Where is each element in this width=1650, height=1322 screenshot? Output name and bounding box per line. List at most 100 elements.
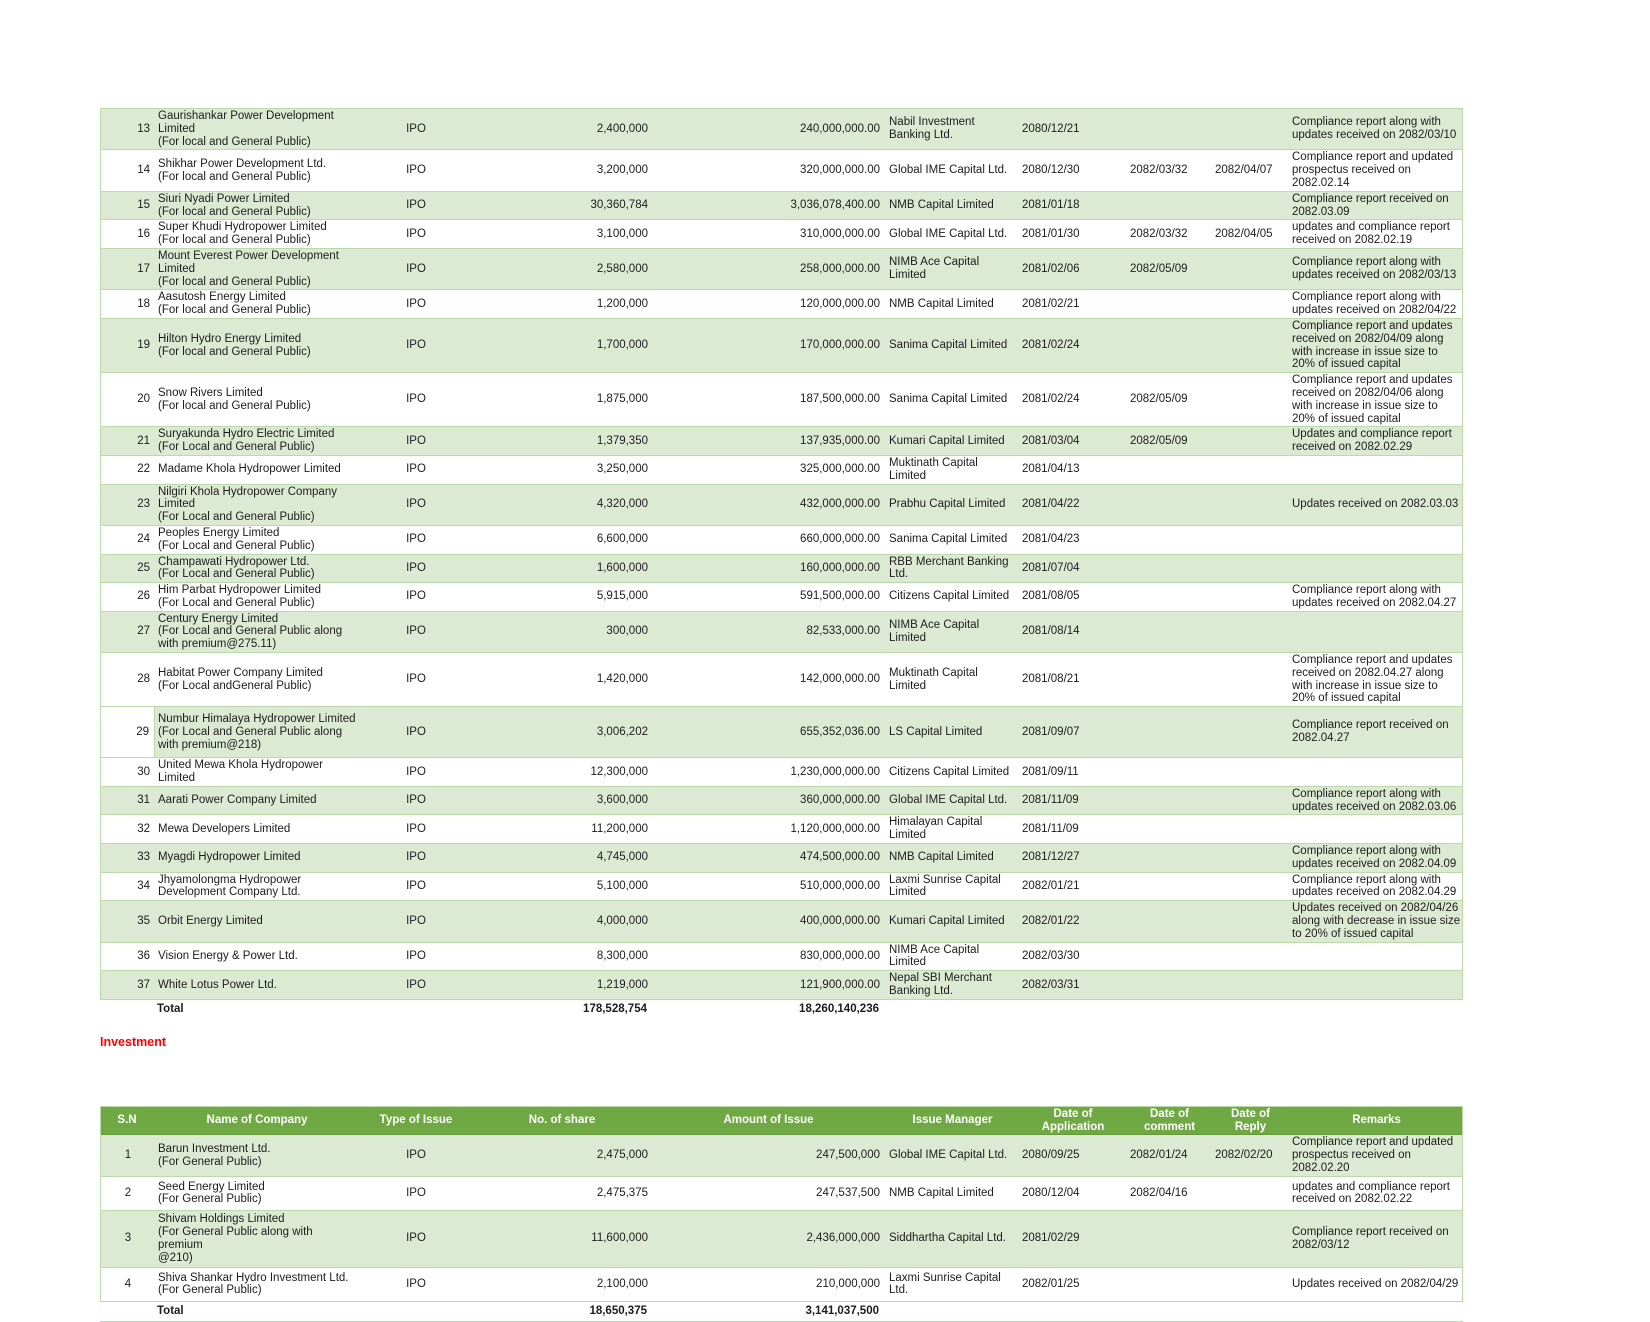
- cell-reply-date: [1212, 583, 1289, 611]
- cell-issue-manager: NIMB Ace Capital Limited: [889, 943, 980, 969]
- cell-shares: 1,200,000: [596, 297, 648, 310]
- cell-issue-manager: NMB Capital Limited: [889, 1186, 994, 1199]
- cell-shares: 4,000,000: [596, 915, 648, 928]
- table-row: 16 Super Khudi Hydropower Limited (For lo…: [101, 220, 1462, 249]
- cell-issue-type: IPO: [406, 122, 426, 135]
- table-row: 3 Shivam Holdings Limited (For General Pu…: [101, 1210, 1462, 1268]
- cell-comment-date: [1127, 555, 1212, 583]
- cell-issue-manager: RBB Merchant Banking Ltd.: [889, 555, 1009, 581]
- total-amount: 18,260,140,236: [799, 1002, 879, 1015]
- cell-shares: 2,100,000: [596, 1277, 648, 1290]
- cell-issue-type: IPO: [406, 463, 426, 476]
- cell-application-date: 2081/07/04: [1022, 561, 1080, 574]
- cell-reply-date: [1212, 612, 1289, 652]
- cell-comment-date: 2082/05/09: [1130, 393, 1188, 406]
- cell-remarks: Compliance report along with updates rec…: [1292, 256, 1457, 282]
- ipo-total-row: Total 178,528,754 18,260,140,236: [100, 999, 1463, 1019]
- cell-amount: 432,000,000.00: [800, 498, 880, 511]
- column-header: S.N: [117, 1114, 137, 1127]
- cell-reply-date: [1212, 290, 1289, 318]
- cell-sn: 31: [137, 794, 150, 807]
- cell-remarks: [1289, 943, 1464, 971]
- total-label: Total: [157, 1304, 184, 1317]
- total-amount: 3,141,037,500: [805, 1304, 879, 1317]
- cell-application-date: 2081/08/05: [1022, 590, 1080, 603]
- cell-company-name: Barun Investment Ltd. (For General Publi…: [158, 1142, 271, 1168]
- cell-comment-date: [1127, 319, 1212, 372]
- column-header: No. of share: [528, 1114, 596, 1127]
- cell-remarks: [1289, 815, 1464, 843]
- cell-remarks: Compliance report along with updates rec…: [1292, 873, 1457, 899]
- cell-issue-manager: Global IME Capital Ltd.: [889, 1149, 1008, 1162]
- cell-remarks: Compliance report and updates received o…: [1292, 374, 1453, 425]
- cell-issue-type: IPO: [406, 880, 426, 893]
- total-shares: 18,650,375: [589, 1304, 647, 1317]
- table-row: 21 Suryakunda Hydro Electric Limited (For…: [101, 427, 1462, 456]
- cell-shares: 1,875,000: [596, 393, 648, 406]
- cell-remarks: Compliance report along with updates rec…: [1292, 787, 1457, 813]
- cell-application-date: 2081/02/21: [1022, 297, 1080, 310]
- cell-comment-date: [1127, 526, 1212, 554]
- cell-issue-manager: Citizens Capital Limited: [889, 590, 1010, 603]
- cell-reply-date: [1212, 555, 1289, 583]
- cell-application-date: 2081/04/23: [1022, 533, 1080, 546]
- cell-shares: 2,580,000: [596, 262, 648, 275]
- cell-reply-date: [1212, 109, 1289, 149]
- cell-sn: 36: [137, 950, 150, 963]
- cell-application-date: 2081/02/29: [1022, 1232, 1080, 1245]
- cell-application-date: 2081/11/09: [1022, 822, 1079, 835]
- cell-reply-date: [1212, 249, 1289, 289]
- cell-sn: 1: [124, 1149, 132, 1162]
- cell-issue-type: IPO: [406, 950, 426, 963]
- cell-application-date: 2080/09/25: [1022, 1149, 1080, 1162]
- cell-reply-date: [1212, 943, 1289, 971]
- cell-company-name: Numbur Himalaya Hydropower Limited (For …: [158, 713, 356, 751]
- cell-reply-date: [1212, 319, 1289, 372]
- cell-sn: 33: [137, 851, 150, 864]
- table-row: 19 Hilton Hydro Energy Limited (For local…: [101, 318, 1462, 374]
- cell-reply-date: [1212, 1268, 1289, 1301]
- cell-amount: 660,000,000.00: [800, 533, 880, 546]
- cell-remarks: Updates received on 2082.03.03: [1292, 498, 1459, 511]
- cell-comment-date: [1127, 971, 1212, 999]
- cell-application-date: 2081/04/13: [1022, 463, 1080, 476]
- cell-company-name: Hilton Hydro Energy Limited (For local a…: [158, 332, 311, 358]
- cell-company-name: Suryakunda Hydro Electric Limited (For L…: [158, 428, 335, 454]
- table-row: 1 Barun Investment Ltd. (For General Publ…: [101, 1135, 1462, 1177]
- cell-comment-date: [1127, 1268, 1212, 1301]
- cell-reply-date: [1212, 373, 1289, 426]
- cell-issue-type: IPO: [406, 625, 426, 638]
- cell-issue-type: IPO: [406, 673, 426, 686]
- cell-remarks: [1289, 758, 1464, 786]
- cell-sn: 3: [124, 1232, 132, 1245]
- cell-remarks: Compliance report received on 2082.03.09: [1292, 192, 1449, 218]
- cell-issue-type: [358, 1000, 472, 1019]
- cell-company-name: Shivam Holdings Limited (For General Pub…: [158, 1213, 313, 1264]
- cell-issue-type: IPO: [406, 262, 426, 275]
- cell-sn: 15: [137, 199, 150, 212]
- cell-shares: 2,400,000: [596, 122, 648, 135]
- cell-remarks: [1288, 1000, 1463, 1019]
- cell-shares: 3,006,202: [596, 725, 648, 738]
- cell-comment-date: [1127, 612, 1212, 652]
- cell-remarks: Compliance report along with updates rec…: [1292, 116, 1457, 142]
- cell-application-date: 2081/03/04: [1022, 434, 1080, 447]
- column-header: Amount of Issue: [723, 1114, 814, 1127]
- cell-amount: 2,436,000,000: [806, 1232, 880, 1245]
- table-row: 2 Seed Energy Limited (For General Public…: [101, 1176, 1462, 1211]
- cell-company-name: Jhyamolongma Hydropower Development Comp…: [158, 873, 302, 899]
- cell-comment-date: [1127, 109, 1212, 149]
- cell-issue-manager: Siddhartha Capital Ltd.: [889, 1232, 1006, 1245]
- cell-issue-type: IPO: [406, 978, 426, 991]
- cell-comment-date: [1127, 290, 1212, 318]
- investment-section-title: Investment: [100, 1034, 166, 1049]
- cell-issue-type: IPO: [406, 822, 426, 835]
- cell-application-date: 2081/04/22: [1022, 498, 1080, 511]
- cell-amount: 830,000,000.00: [800, 950, 880, 963]
- cell-sn: 4: [124, 1277, 132, 1290]
- cell-reply-date: [1211, 1302, 1288, 1321]
- cell-sn: 16: [137, 227, 150, 240]
- cell-company-name: Shikhar Power Development Ltd. (For loca…: [158, 157, 327, 183]
- cell-issue-type: IPO: [406, 164, 426, 177]
- cell-sn: 23: [137, 498, 150, 511]
